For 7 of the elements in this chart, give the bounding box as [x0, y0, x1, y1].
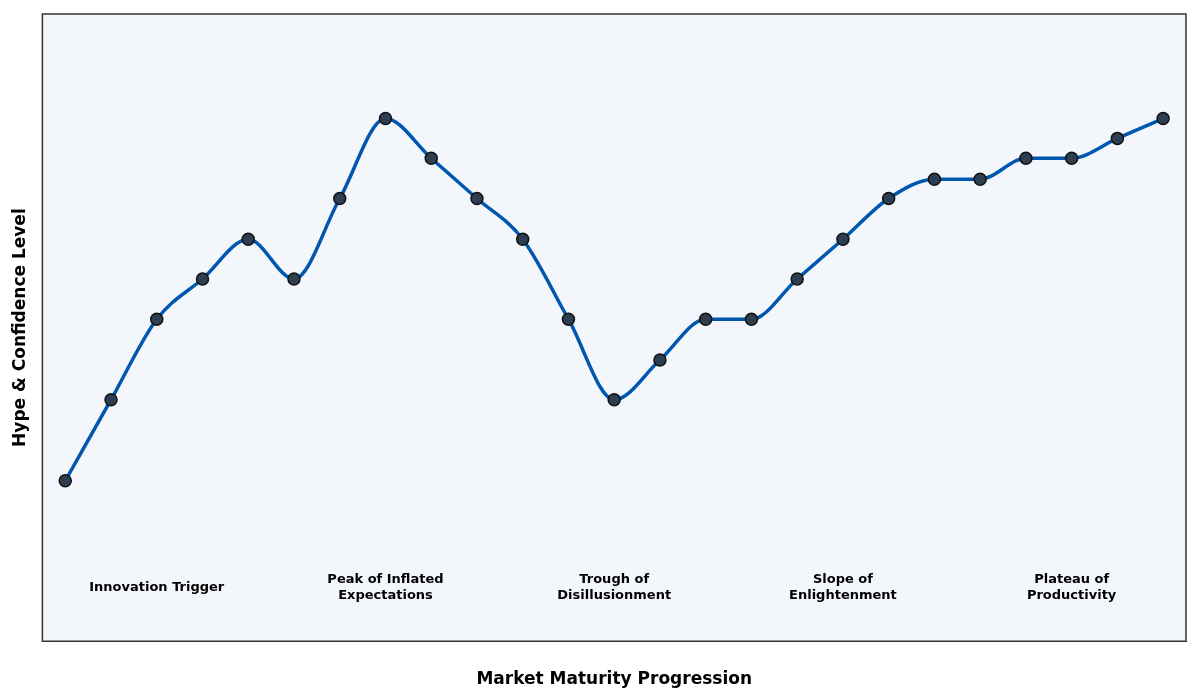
annotation: Innovation Trigger	[89, 578, 225, 594]
annotation: Peak of Inflated Expectations	[327, 570, 444, 602]
annotation: Slope of Enlightenment	[789, 570, 897, 602]
x-axis-title: Market Maturity Progression	[476, 668, 752, 689]
annotation: Plateau of Productivity	[1026, 570, 1117, 602]
y-axis-title: Hype & Confidence Level	[8, 208, 29, 447]
annotation: Trough of Disillusionment	[557, 570, 672, 602]
